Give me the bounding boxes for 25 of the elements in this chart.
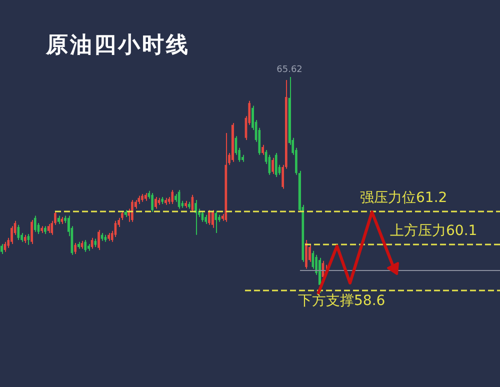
- candlestick: [30, 220, 33, 244]
- candlestick: [74, 242, 76, 254]
- candlestick: [214, 210, 218, 234]
- candlestick: [151, 192, 154, 212]
- candlestick: [154, 196, 157, 210]
- candlestick: [34, 215, 36, 232]
- candlestick: [262, 144, 264, 156]
- candlestick: [272, 157, 274, 174]
- ref-line-label: 下方支撑58.6: [298, 293, 386, 310]
- candlestick: [10, 226, 13, 244]
- candlestick: [131, 200, 134, 222]
- candlestick: [171, 190, 174, 204]
- annotation: 65.62: [276, 64, 302, 75]
- candlestick: [17, 224, 20, 241]
- candlestick: [0, 243, 3, 254]
- candlestick: [204, 214, 208, 224]
- candlestick: [84, 240, 87, 252]
- candlestick: [274, 152, 278, 178]
- ref-line-label: 强压力位61.2: [360, 190, 448, 206]
- candlestick: [305, 240, 308, 270]
- candlestick: [194, 200, 197, 236]
- text: 原油四小时线: [46, 32, 190, 60]
- candlestick: [98, 230, 100, 251]
- candlestick: [208, 210, 210, 226]
- ref-line-label: 上方压力60.1: [390, 223, 478, 240]
